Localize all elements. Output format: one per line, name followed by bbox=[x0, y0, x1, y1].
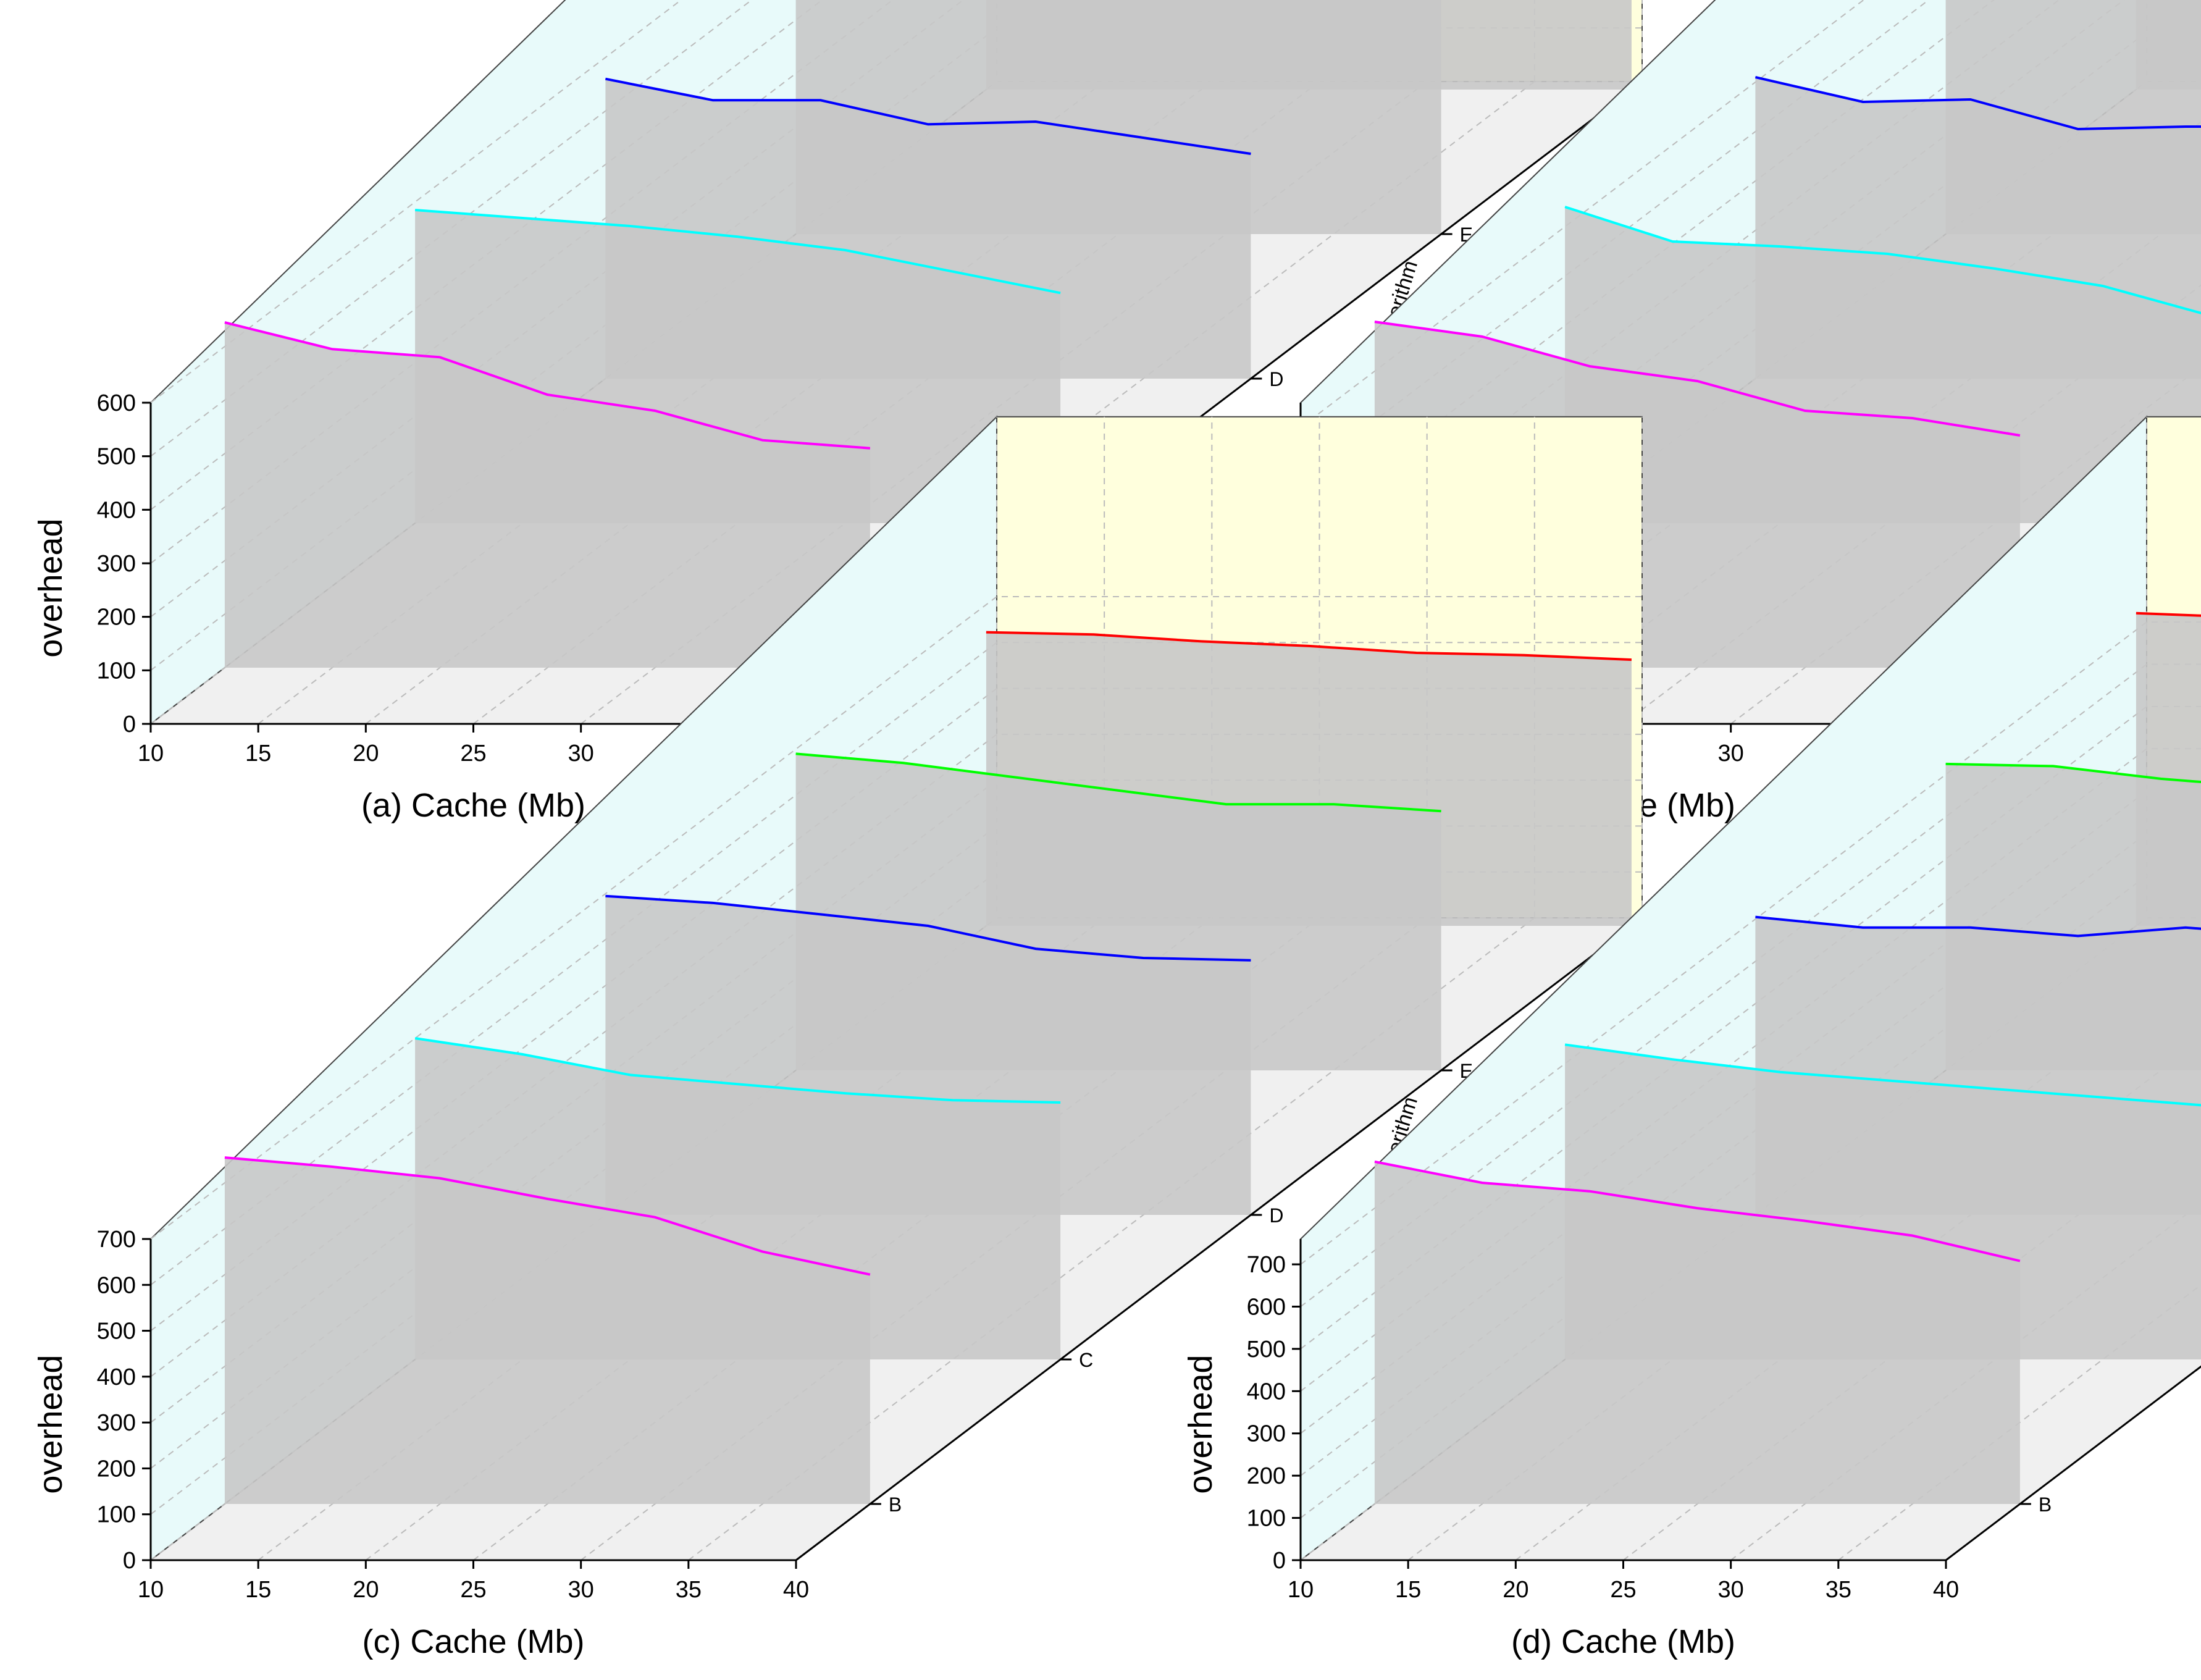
panel-a: FEDCB101520253035400100200300400500600(a… bbox=[32, 0, 1662, 824]
wall-grid-line bbox=[150, 596, 1642, 1240]
y-tick-label: 700 bbox=[97, 1227, 136, 1253]
category-label: B bbox=[2039, 1493, 2052, 1516]
x-tick-label: 25 bbox=[460, 1577, 486, 1603]
wall-grid-line bbox=[150, 642, 1642, 1286]
x-tick-label: 40 bbox=[783, 1577, 809, 1603]
y-tick-label: 500 bbox=[97, 444, 136, 470]
x-axis-title: (a) Cache (Mb) bbox=[361, 787, 585, 824]
series-line-B bbox=[1374, 1160, 2021, 1262]
panel-d: FEDCB10152025303540010020030040050060070… bbox=[1182, 415, 2201, 1660]
y-tick-label: 400 bbox=[1247, 1379, 1286, 1405]
x-tick-label: 10 bbox=[138, 741, 164, 766]
x-tick-label: 40 bbox=[1933, 1577, 1959, 1603]
y-axis-title: overhead bbox=[1182, 1354, 1219, 1493]
x-tick-label: 10 bbox=[138, 1577, 164, 1603]
x-tick-label: 35 bbox=[1826, 1577, 1851, 1603]
y-tick-label: 300 bbox=[1247, 1421, 1286, 1447]
z-axis bbox=[1945, 1365, 2201, 1561]
series-line-B bbox=[224, 321, 871, 450]
y-tick-label: 600 bbox=[97, 1272, 136, 1298]
y-tick-label: 500 bbox=[1247, 1337, 1286, 1363]
x-tick-label: 25 bbox=[1610, 1577, 1636, 1603]
series-line-B bbox=[1374, 321, 2021, 437]
series-wall-B bbox=[224, 1157, 870, 1504]
y-tick-label: 700 bbox=[1247, 1252, 1286, 1278]
series-line-D bbox=[1755, 915, 2201, 938]
x-tick-label: 15 bbox=[245, 1577, 271, 1603]
x-tick-label: 20 bbox=[353, 1577, 379, 1603]
x-tick-label: 30 bbox=[1718, 1577, 1744, 1603]
series-line-E bbox=[1945, 762, 2201, 784]
series-line-E bbox=[795, 752, 1441, 813]
panel-c: FEDCB10152025303540010020030040050060070… bbox=[32, 415, 1662, 1660]
x-tick-label: 30 bbox=[568, 1577, 594, 1603]
y-tick-label: 200 bbox=[1247, 1463, 1286, 1489]
y-tick-label: 0 bbox=[123, 712, 136, 737]
y-tick-label: 200 bbox=[97, 1456, 136, 1482]
series-line-C bbox=[1564, 206, 2201, 314]
category-label: D bbox=[1269, 1204, 1283, 1227]
x-tick-label: 30 bbox=[1718, 741, 1744, 766]
x-tick-label: 15 bbox=[245, 741, 271, 766]
x-tick-label: 20 bbox=[353, 741, 379, 766]
y-tick-label: 100 bbox=[1247, 1506, 1286, 1532]
category-label: B bbox=[889, 1493, 902, 1516]
x-tick-label: 20 bbox=[1503, 1577, 1528, 1603]
category-label: C bbox=[1079, 1349, 1093, 1371]
y-tick-label: 0 bbox=[1273, 1548, 1286, 1574]
y-tick-label: 100 bbox=[97, 658, 136, 684]
y-tick-label: 0 bbox=[123, 1548, 136, 1574]
y-axis-title: overhead bbox=[32, 1354, 69, 1493]
y-tick-label: 400 bbox=[97, 497, 136, 523]
x-tick-label: 35 bbox=[676, 1577, 702, 1603]
series-line-C bbox=[414, 1037, 1061, 1104]
y-tick-label: 600 bbox=[97, 390, 136, 416]
y-tick-label: 300 bbox=[97, 1410, 136, 1436]
y-tick-label: 600 bbox=[1247, 1294, 1286, 1320]
y-tick-label: 200 bbox=[97, 605, 136, 631]
series-line-D bbox=[1755, 76, 2201, 131]
x-tick-label: 30 bbox=[568, 741, 594, 766]
series-wall-B bbox=[1374, 1161, 2020, 1504]
y-axis-title: overhead bbox=[32, 518, 69, 657]
series-line-B bbox=[224, 1156, 871, 1276]
x-axis-title: (d) Cache (Mb) bbox=[1511, 1623, 1735, 1660]
y-tick-label: 500 bbox=[97, 1319, 136, 1345]
series-line-C bbox=[414, 209, 1061, 295]
series-line-C bbox=[1564, 1043, 2201, 1107]
x-tick-label: 10 bbox=[1288, 1577, 1314, 1603]
y-tick-label: 100 bbox=[97, 1502, 136, 1528]
x-tick-label: 25 bbox=[460, 741, 486, 766]
x-axis-title: (c) Cache (Mb) bbox=[362, 1623, 584, 1660]
y-tick-label: 300 bbox=[97, 551, 136, 577]
x-tick-label: 15 bbox=[1395, 1577, 1421, 1603]
series-line-D bbox=[605, 894, 1251, 962]
series-line-D bbox=[605, 77, 1251, 155]
series-line-F bbox=[986, 631, 1632, 662]
category-label: D bbox=[1269, 368, 1283, 390]
z-axis bbox=[795, 917, 1643, 1561]
y-tick-label: 400 bbox=[97, 1364, 136, 1390]
series-wall-B bbox=[224, 322, 870, 668]
